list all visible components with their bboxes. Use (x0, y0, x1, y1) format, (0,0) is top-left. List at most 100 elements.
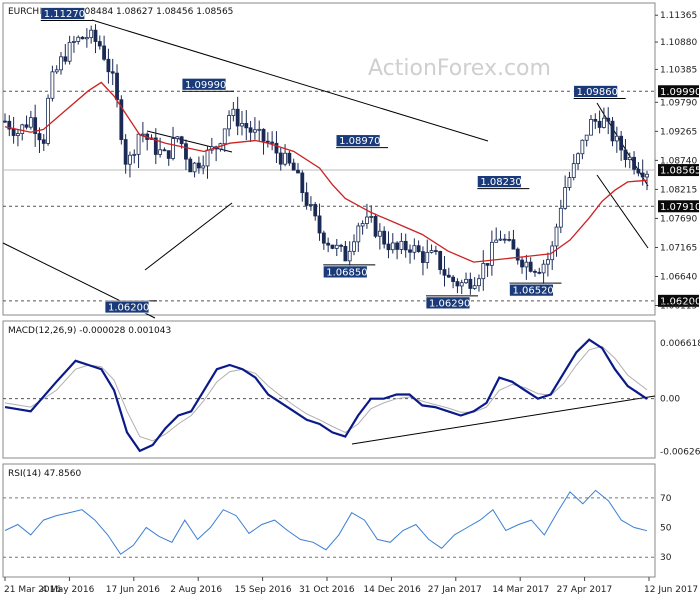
macd-y-tick-label: -0.00626 (660, 447, 700, 457)
rsi-y-tick-label: 30 (660, 553, 672, 563)
candle-body (240, 123, 244, 127)
watermark-text: ActionForex.com (368, 56, 551, 81)
x-tick-label: 27 Jan 2017 (428, 585, 482, 595)
candle-body (399, 240, 404, 250)
candle-body (606, 117, 611, 122)
candle-body (403, 240, 408, 251)
candle-body (558, 207, 563, 228)
y-tick-label: 1.07690 (660, 214, 697, 224)
annotation-box (181, 77, 227, 91)
candle-body (455, 281, 460, 287)
candle-body (184, 143, 188, 160)
y-tick-label: 1.06115 (660, 302, 697, 312)
candle-body (304, 192, 309, 206)
candle-body (395, 242, 399, 250)
candle-body (132, 153, 137, 156)
x-tick-label: 12 Jun 2017 (644, 585, 698, 595)
candle-body (244, 123, 249, 129)
candle-body (365, 216, 369, 224)
candle-body (84, 37, 89, 40)
candle-body (602, 117, 606, 128)
candle-body (158, 149, 163, 155)
candle-body (614, 135, 619, 142)
symbol-title: EURCHF Daily (8, 7, 71, 17)
candle-body (235, 108, 240, 127)
key-level-tag (658, 294, 699, 307)
annotation-label: 1.06520 (512, 286, 553, 297)
candle-body (265, 140, 270, 143)
candle-body (76, 36, 81, 42)
annotation-box (104, 300, 150, 314)
candle-body (7, 120, 12, 130)
candle-body (520, 259, 524, 268)
macd-line (4, 338, 648, 453)
candle-body (106, 58, 111, 73)
candle-body (46, 97, 50, 144)
candle-body (222, 128, 227, 145)
candle-body (300, 172, 305, 194)
candle-body (377, 230, 382, 237)
candle-body (632, 156, 636, 170)
candle-body (54, 69, 59, 73)
key-level-tag (658, 200, 699, 213)
macd-panel-frame (2, 320, 656, 459)
candle-body (72, 41, 76, 43)
candle-body (489, 241, 494, 266)
downtrend-line-long (91, 19, 489, 142)
y-tick-label: 1.08740 (660, 156, 697, 166)
candle-body (67, 41, 72, 62)
candle-body (580, 139, 585, 155)
annotation-box (40, 7, 86, 20)
candle-body (24, 124, 29, 128)
annotation-box (425, 296, 471, 310)
rsi-panel-frame (2, 463, 656, 578)
candle-body (498, 238, 503, 241)
candle-body (16, 133, 20, 136)
x-tick-label: 14 Mar 2017 (492, 585, 549, 595)
candle-body (571, 163, 576, 178)
candle-body (356, 225, 361, 243)
candle-body (524, 261, 529, 268)
candle-body (119, 99, 124, 140)
candle-body (382, 230, 387, 245)
annotation-label: 1.11270 (44, 9, 85, 20)
candle-body (485, 263, 490, 266)
candle-body (313, 204, 318, 217)
rsi-layer (3, 489, 655, 558)
candle-body (584, 134, 589, 141)
candle-body (515, 248, 520, 261)
y-tick-label: 1.07165 (660, 243, 697, 253)
x-tick-label: 17 Jun 2016 (106, 585, 160, 595)
candle-body (192, 162, 197, 173)
key-level-tag (658, 85, 699, 98)
candle-body (110, 71, 115, 74)
candle-body (442, 269, 447, 276)
candle-body (20, 124, 25, 134)
candle-body (477, 278, 481, 287)
x-tick-label: 2 Aug 2016 (170, 585, 222, 595)
y-tick-label: 1.10385 (660, 65, 697, 75)
candle-body (421, 251, 425, 263)
candle-body (166, 150, 171, 159)
rsi-y-tick-label: 50 (660, 524, 672, 534)
price-y-axis: 1.11365 1.10880 1.10385 1.09790 1.09265 1.087… (655, 11, 697, 312)
candle-body (296, 169, 300, 174)
candle-body (270, 141, 275, 144)
candle-body (28, 117, 33, 128)
candle-body (360, 223, 365, 227)
candle-body (429, 250, 434, 253)
candle-body (309, 204, 313, 206)
candle-body (494, 239, 499, 243)
candle-body (140, 133, 145, 136)
annotation-label: 1.06850 (326, 267, 367, 278)
candle-body (464, 278, 468, 284)
x-tick-label: 15 Sep 2016 (235, 585, 292, 595)
price-ma-line (4, 81, 648, 263)
macd-trendline (351, 395, 656, 445)
candle-body (33, 117, 38, 134)
candle-body (11, 128, 16, 136)
price-candles (3, 24, 649, 295)
